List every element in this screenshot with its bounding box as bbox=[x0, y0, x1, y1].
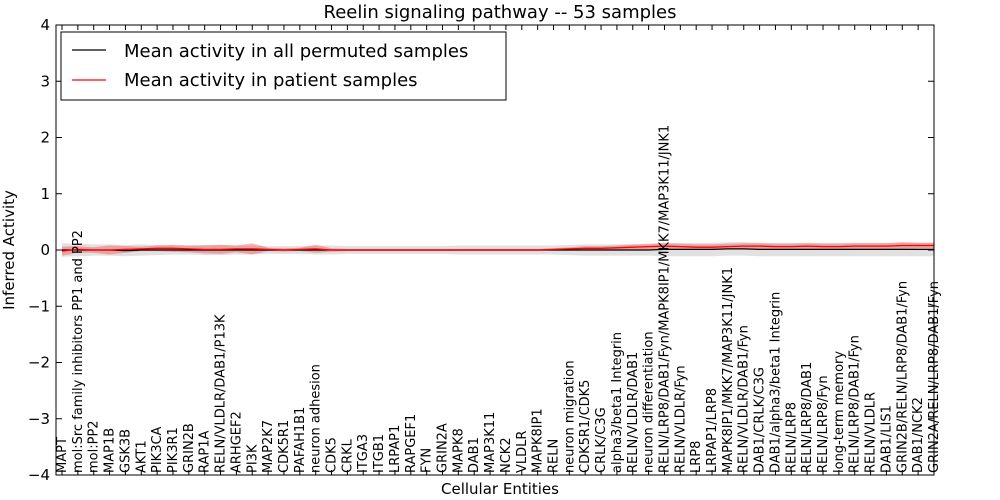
category-label: mol:Src family inhibitors PP1 and PP2 bbox=[71, 230, 86, 473]
category-label: LRPAP1 bbox=[388, 425, 403, 473]
category-label: RELN/VLDLR/Fyn bbox=[673, 365, 688, 473]
category-label: GRIN2B/RELN/LRP8/DAB1/Fyn bbox=[895, 281, 910, 473]
category-label: PI3K bbox=[245, 444, 260, 473]
category-label: long-term memory bbox=[832, 351, 847, 473]
y-ticks: −4 −3 −2 −1 0 1 2 3 4 bbox=[28, 16, 934, 484]
ytick-label-0: −4 bbox=[28, 466, 50, 484]
series-lines bbox=[61, 244, 934, 252]
ytick-label-5: 1 bbox=[40, 185, 50, 203]
legend-label-permuted: Mean activity in all permuted samples bbox=[124, 41, 468, 62]
category-label: neuron adhesion bbox=[309, 364, 324, 473]
ytick-label-1: −3 bbox=[28, 410, 50, 428]
category-label: ARHGEF2 bbox=[229, 411, 244, 473]
category-label: RELN/VLDLR/DAB1/P13K bbox=[214, 314, 229, 473]
category-label: alpha3/beta1 Integrin bbox=[610, 332, 625, 473]
category-label: ITGB1 bbox=[372, 434, 387, 473]
category-label: MAP1B bbox=[103, 428, 118, 473]
ytick-label-2: −2 bbox=[28, 354, 50, 372]
category-label: RELN/VLDLR/DAB1/Fyn bbox=[737, 325, 752, 473]
ytick-label-4: 0 bbox=[40, 241, 50, 259]
category-label: GSK3B bbox=[118, 429, 133, 473]
chart-title: Reelin signaling pathway -- 53 samples bbox=[324, 2, 677, 23]
category-label: RELN bbox=[547, 439, 562, 473]
category-label: MAPT bbox=[55, 437, 70, 473]
category-label: MAP2K7 bbox=[261, 420, 276, 473]
category-label: LRP8 bbox=[689, 441, 704, 473]
category-label: RELN/LRP8/DAB1/Fyn/MAPK8IP1/MKK7/MAP3K11… bbox=[658, 125, 673, 473]
category-label: DAB1/LIS1 bbox=[879, 405, 894, 473]
category-label: GRIN2A bbox=[436, 423, 451, 473]
plot-frame bbox=[55, 24, 935, 476]
category-label: PIK3CA bbox=[150, 426, 165, 473]
series-line-1 bbox=[61, 244, 934, 252]
category-label: DAB1 bbox=[467, 437, 482, 473]
category-label: PIK3R1 bbox=[166, 427, 181, 473]
category-label: ITGA3 bbox=[356, 434, 371, 473]
category-label: MAPK8 bbox=[451, 428, 466, 473]
category-label: RELN/LRP8/DAB1 bbox=[800, 362, 815, 473]
category-label: RELN/LRP8 bbox=[784, 402, 799, 473]
category-label: FYN bbox=[420, 448, 435, 473]
ytick-label-8: 4 bbox=[40, 16, 50, 34]
category-label: CRKL bbox=[340, 438, 355, 473]
category-label: DAB1/alpha3/beta1 Integrin bbox=[769, 292, 784, 473]
category-label: AKT1 bbox=[134, 440, 149, 473]
legend-label-patient: Mean activity in patient samples bbox=[124, 70, 418, 91]
ytick-label-7: 3 bbox=[40, 72, 50, 90]
category-label: neuron migration bbox=[562, 360, 577, 473]
category-label: neuron differentiation bbox=[642, 331, 657, 473]
category-label: MAPK8IP1 bbox=[531, 408, 546, 473]
category-label: CDK5 bbox=[325, 437, 340, 473]
x-axis-label: Cellular Entities bbox=[441, 480, 559, 498]
legend: Mean activity in all permuted samples Me… bbox=[60, 31, 507, 101]
category-label: VLDLR bbox=[515, 431, 530, 473]
category-label: DAB1/CRLK/C3G bbox=[753, 367, 768, 473]
category-label: RELN/LRP8/Fyn bbox=[816, 375, 831, 473]
category-label: PAFAH1B1 bbox=[293, 407, 308, 473]
category-label: DAB1/NCK2 bbox=[911, 397, 926, 473]
category-label: LRPAP1/LRP8 bbox=[705, 388, 720, 473]
legend-box bbox=[60, 31, 507, 101]
category-label: RELN/LRP8/DAB1/Fyn bbox=[848, 335, 863, 473]
category-label: RELN/VLDLR bbox=[864, 392, 879, 473]
category-label: RELN/VLDLR/DAB1 bbox=[626, 352, 641, 473]
band-1 bbox=[62, 242, 934, 256]
category-label: CDK5R1/CDK5 bbox=[578, 380, 593, 473]
category-label: RAP1A bbox=[198, 430, 213, 473]
ytick-label-6: 2 bbox=[40, 129, 50, 147]
category-label: RAPGEF1 bbox=[404, 414, 419, 473]
category-labels: MAPT mol:Src family inhibitors PP1 and PP… bbox=[55, 125, 942, 473]
x-ticks bbox=[61, 25, 935, 475]
ytick-label-3: −1 bbox=[28, 297, 50, 315]
category-label: GRIN2B bbox=[182, 423, 197, 473]
category-label: NCK2 bbox=[499, 437, 514, 473]
category-label: MAP3K11 bbox=[483, 412, 498, 473]
category-label: mol:PP2 bbox=[87, 420, 102, 473]
y-axis-label: Inferred Activity bbox=[0, 190, 18, 310]
category-label: MAPK8IP1/MKK7/MAP3K11/JNK1 bbox=[721, 267, 736, 473]
category-label: CDK5R1 bbox=[277, 420, 292, 473]
category-label: CRLK/C3G bbox=[594, 407, 609, 473]
